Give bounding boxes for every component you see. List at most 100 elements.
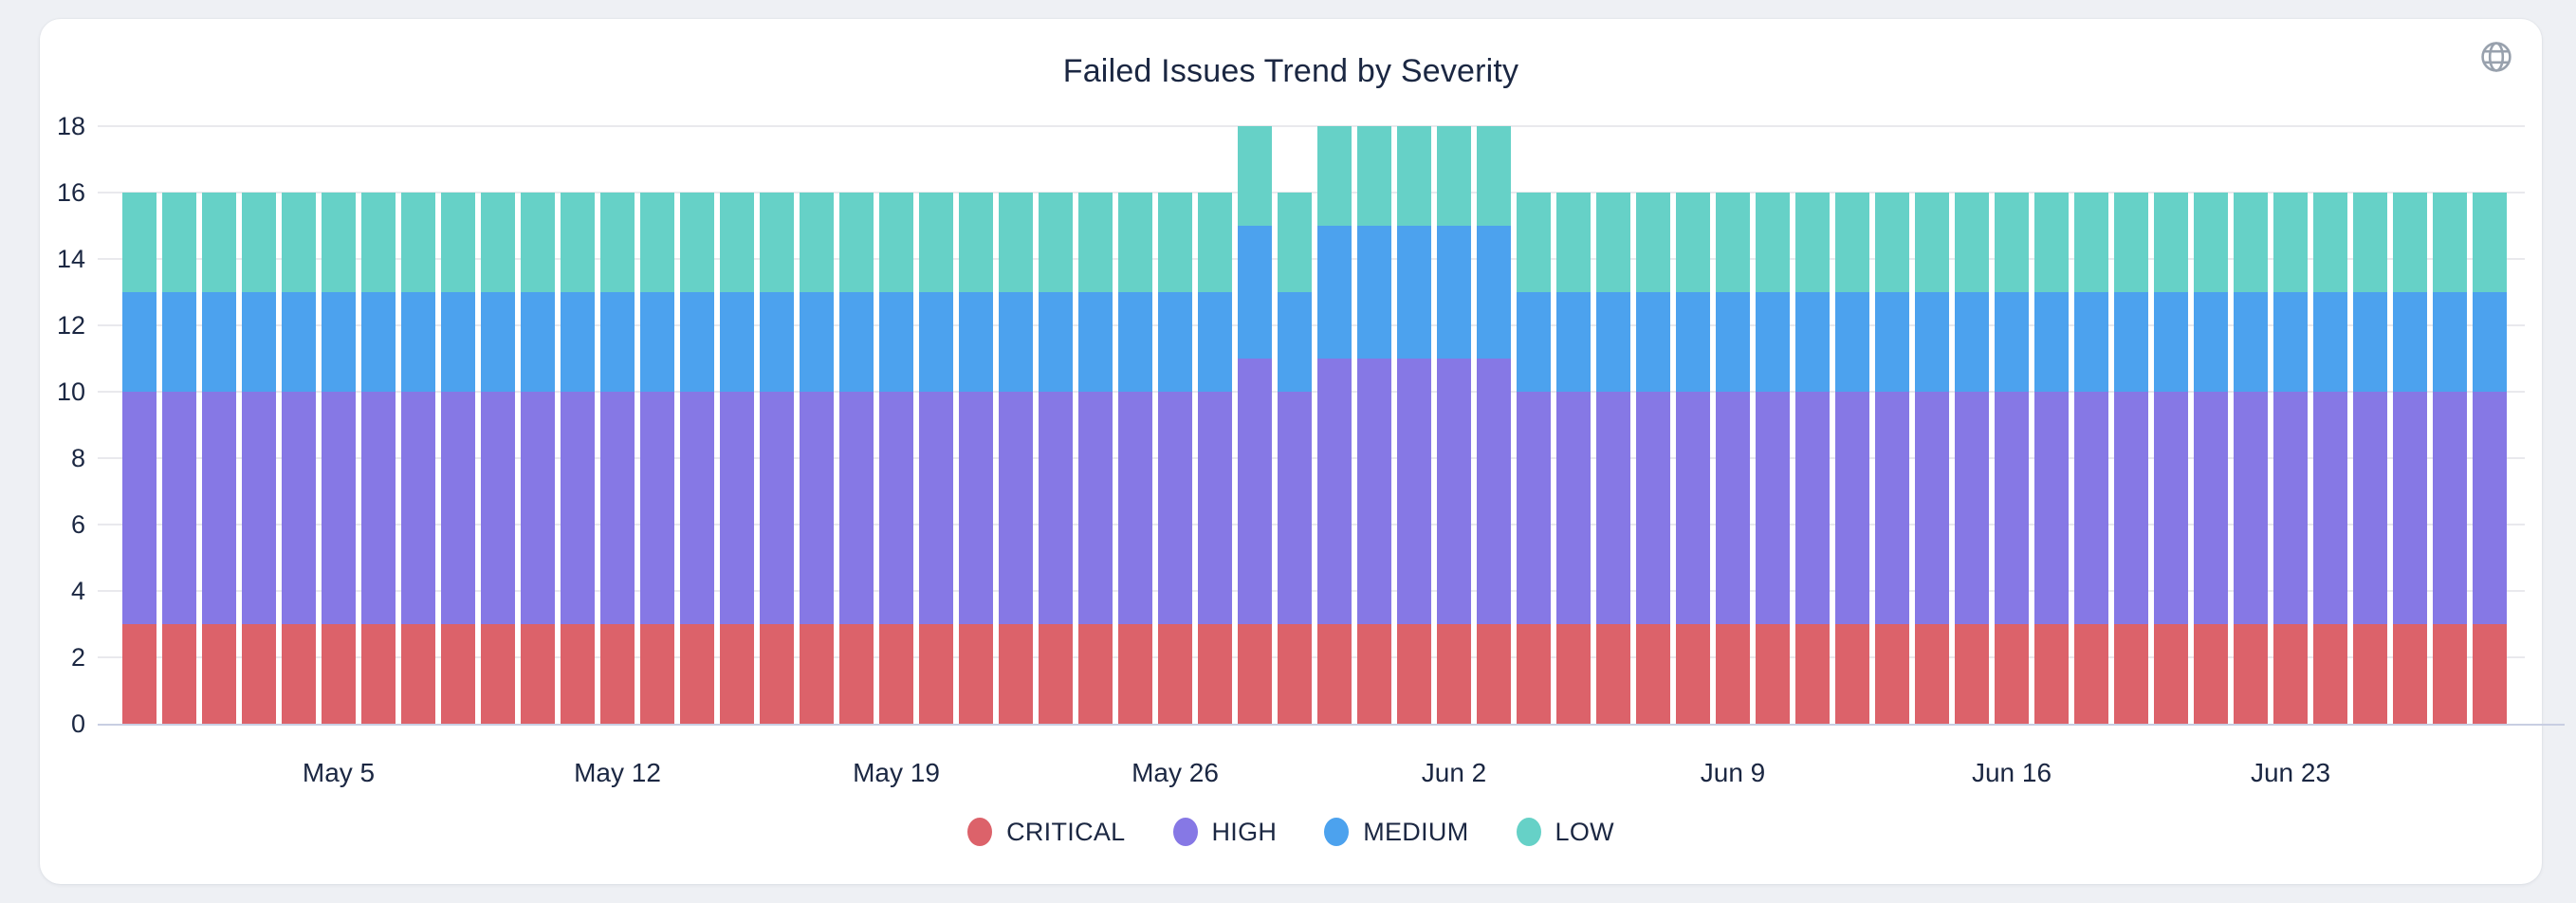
bar-segment-high[interactable] bbox=[1477, 359, 1511, 624]
bar-segment-high[interactable] bbox=[162, 392, 196, 624]
bar-segment-low[interactable] bbox=[1517, 193, 1551, 292]
bar-segment-medium[interactable] bbox=[1238, 226, 1272, 359]
bar-segment-low[interactable] bbox=[162, 193, 196, 292]
bar-segment-medium[interactable] bbox=[1875, 292, 1909, 392]
bar-segment-high[interactable] bbox=[1556, 392, 1591, 624]
bar-segment-low[interactable] bbox=[1756, 193, 1790, 292]
bar-segment-medium[interactable] bbox=[2353, 292, 2387, 392]
bar-segment-high[interactable] bbox=[1596, 392, 1630, 624]
bar-segment-medium[interactable] bbox=[2273, 292, 2308, 392]
bar-segment-high[interactable] bbox=[1636, 392, 1670, 624]
bar-segment-high[interactable] bbox=[760, 392, 794, 624]
bar-segment-low[interactable] bbox=[361, 193, 396, 292]
bar-segment-low[interactable] bbox=[521, 193, 555, 292]
bar-segment-critical[interactable] bbox=[959, 624, 993, 724]
bar-segment-low[interactable] bbox=[1676, 193, 1710, 292]
bar-segment-critical[interactable] bbox=[401, 624, 435, 724]
bar-segment-critical[interactable] bbox=[441, 624, 475, 724]
bar-segment-high[interactable] bbox=[122, 392, 156, 624]
bar-segment-critical[interactable] bbox=[1915, 624, 1949, 724]
bar-segment-high[interactable] bbox=[202, 392, 236, 624]
bar-segment-high[interactable] bbox=[1238, 359, 1272, 624]
bar-segment-low[interactable] bbox=[1556, 193, 1591, 292]
bar-segment-medium[interactable] bbox=[441, 292, 475, 392]
bar-segment-high[interactable] bbox=[1995, 392, 2029, 624]
bar-segment-low[interactable] bbox=[1278, 193, 1312, 292]
bar-segment-critical[interactable] bbox=[561, 624, 595, 724]
legend-item-low[interactable]: LOW bbox=[1516, 818, 1614, 847]
legend-item-high[interactable]: HIGH bbox=[1172, 818, 1278, 847]
bar-segment-critical[interactable] bbox=[1795, 624, 1830, 724]
bar-segment-high[interactable] bbox=[1676, 392, 1710, 624]
bar-segment-high[interactable] bbox=[2114, 392, 2148, 624]
bar-segment-critical[interactable] bbox=[1278, 624, 1312, 724]
bar-segment-low[interactable] bbox=[1477, 126, 1511, 226]
bar-segment-low[interactable] bbox=[2114, 193, 2148, 292]
bar-segment-high[interactable] bbox=[282, 392, 316, 624]
legend-item-critical[interactable]: CRITICAL bbox=[967, 818, 1125, 847]
bar-segment-critical[interactable] bbox=[202, 624, 236, 724]
bar-segment-medium[interactable] bbox=[1437, 226, 1471, 359]
bar-segment-medium[interactable] bbox=[1158, 292, 1192, 392]
bar-segment-low[interactable] bbox=[401, 193, 435, 292]
bar-segment-critical[interactable] bbox=[839, 624, 874, 724]
bar-segment-high[interactable] bbox=[2234, 392, 2268, 624]
bar-segment-high[interactable] bbox=[1716, 392, 1750, 624]
bar-segment-high[interactable] bbox=[2034, 392, 2069, 624]
bar-segment-low[interactable] bbox=[680, 193, 714, 292]
bar-segment-critical[interactable] bbox=[1716, 624, 1750, 724]
bar-segment-high[interactable] bbox=[1875, 392, 1909, 624]
bar-segment-critical[interactable] bbox=[2393, 624, 2427, 724]
bar-segment-medium[interactable] bbox=[2393, 292, 2427, 392]
bar-segment-high[interactable] bbox=[1835, 392, 1869, 624]
bar-segment-low[interactable] bbox=[1875, 193, 1909, 292]
bar-segment-high[interactable] bbox=[800, 392, 834, 624]
bar-segment-medium[interactable] bbox=[879, 292, 913, 392]
bar-segment-medium[interactable] bbox=[162, 292, 196, 392]
bar-segment-low[interactable] bbox=[481, 193, 515, 292]
bar-segment-low[interactable] bbox=[1915, 193, 1949, 292]
bar-segment-critical[interactable] bbox=[2273, 624, 2308, 724]
bar-segment-high[interactable] bbox=[959, 392, 993, 624]
bar-segment-low[interactable] bbox=[1955, 193, 1989, 292]
bar-segment-critical[interactable] bbox=[1198, 624, 1232, 724]
bar-segment-low[interactable] bbox=[1039, 193, 1073, 292]
globe-button[interactable] bbox=[2479, 40, 2513, 74]
bar-segment-high[interactable] bbox=[1078, 392, 1113, 624]
bar-segment-high[interactable] bbox=[2353, 392, 2387, 624]
bar-segment-high[interactable] bbox=[1437, 359, 1471, 624]
bar-segment-critical[interactable] bbox=[1636, 624, 1670, 724]
bar-segment-high[interactable] bbox=[2194, 392, 2228, 624]
bar-segment-high[interactable] bbox=[999, 392, 1033, 624]
bar-segment-critical[interactable] bbox=[1477, 624, 1511, 724]
bar-segment-high[interactable] bbox=[640, 392, 674, 624]
bar-segment-critical[interactable] bbox=[2473, 624, 2507, 724]
bar-segment-low[interactable] bbox=[2393, 193, 2427, 292]
bar-segment-low[interactable] bbox=[561, 193, 595, 292]
bar-segment-low[interactable] bbox=[1795, 193, 1830, 292]
bar-segment-medium[interactable] bbox=[1078, 292, 1113, 392]
bar-segment-low[interactable] bbox=[1317, 126, 1352, 226]
bar-segment-critical[interactable] bbox=[1875, 624, 1909, 724]
bar-segment-medium[interactable] bbox=[1716, 292, 1750, 392]
bar-segment-critical[interactable] bbox=[1596, 624, 1630, 724]
bar-segment-medium[interactable] bbox=[1397, 226, 1431, 359]
bar-segment-medium[interactable] bbox=[1636, 292, 1670, 392]
bar-segment-medium[interactable] bbox=[1357, 226, 1391, 359]
bar-segment-critical[interactable] bbox=[2194, 624, 2228, 724]
bar-segment-medium[interactable] bbox=[1995, 292, 2029, 392]
bar-segment-critical[interactable] bbox=[2353, 624, 2387, 724]
bar-segment-medium[interactable] bbox=[1118, 292, 1152, 392]
bar-segment-high[interactable] bbox=[1955, 392, 1989, 624]
bar-segment-critical[interactable] bbox=[2074, 624, 2108, 724]
bar-segment-low[interactable] bbox=[122, 193, 156, 292]
bar-segment-low[interactable] bbox=[640, 193, 674, 292]
bar-segment-low[interactable] bbox=[2353, 193, 2387, 292]
bar-segment-medium[interactable] bbox=[959, 292, 993, 392]
bar-segment-medium[interactable] bbox=[1556, 292, 1591, 392]
bar-segment-high[interactable] bbox=[1317, 359, 1352, 624]
bar-segment-high[interactable] bbox=[2154, 392, 2188, 624]
bar-segment-low[interactable] bbox=[760, 193, 794, 292]
bar-segment-medium[interactable] bbox=[361, 292, 396, 392]
bar-segment-low[interactable] bbox=[2473, 193, 2507, 292]
